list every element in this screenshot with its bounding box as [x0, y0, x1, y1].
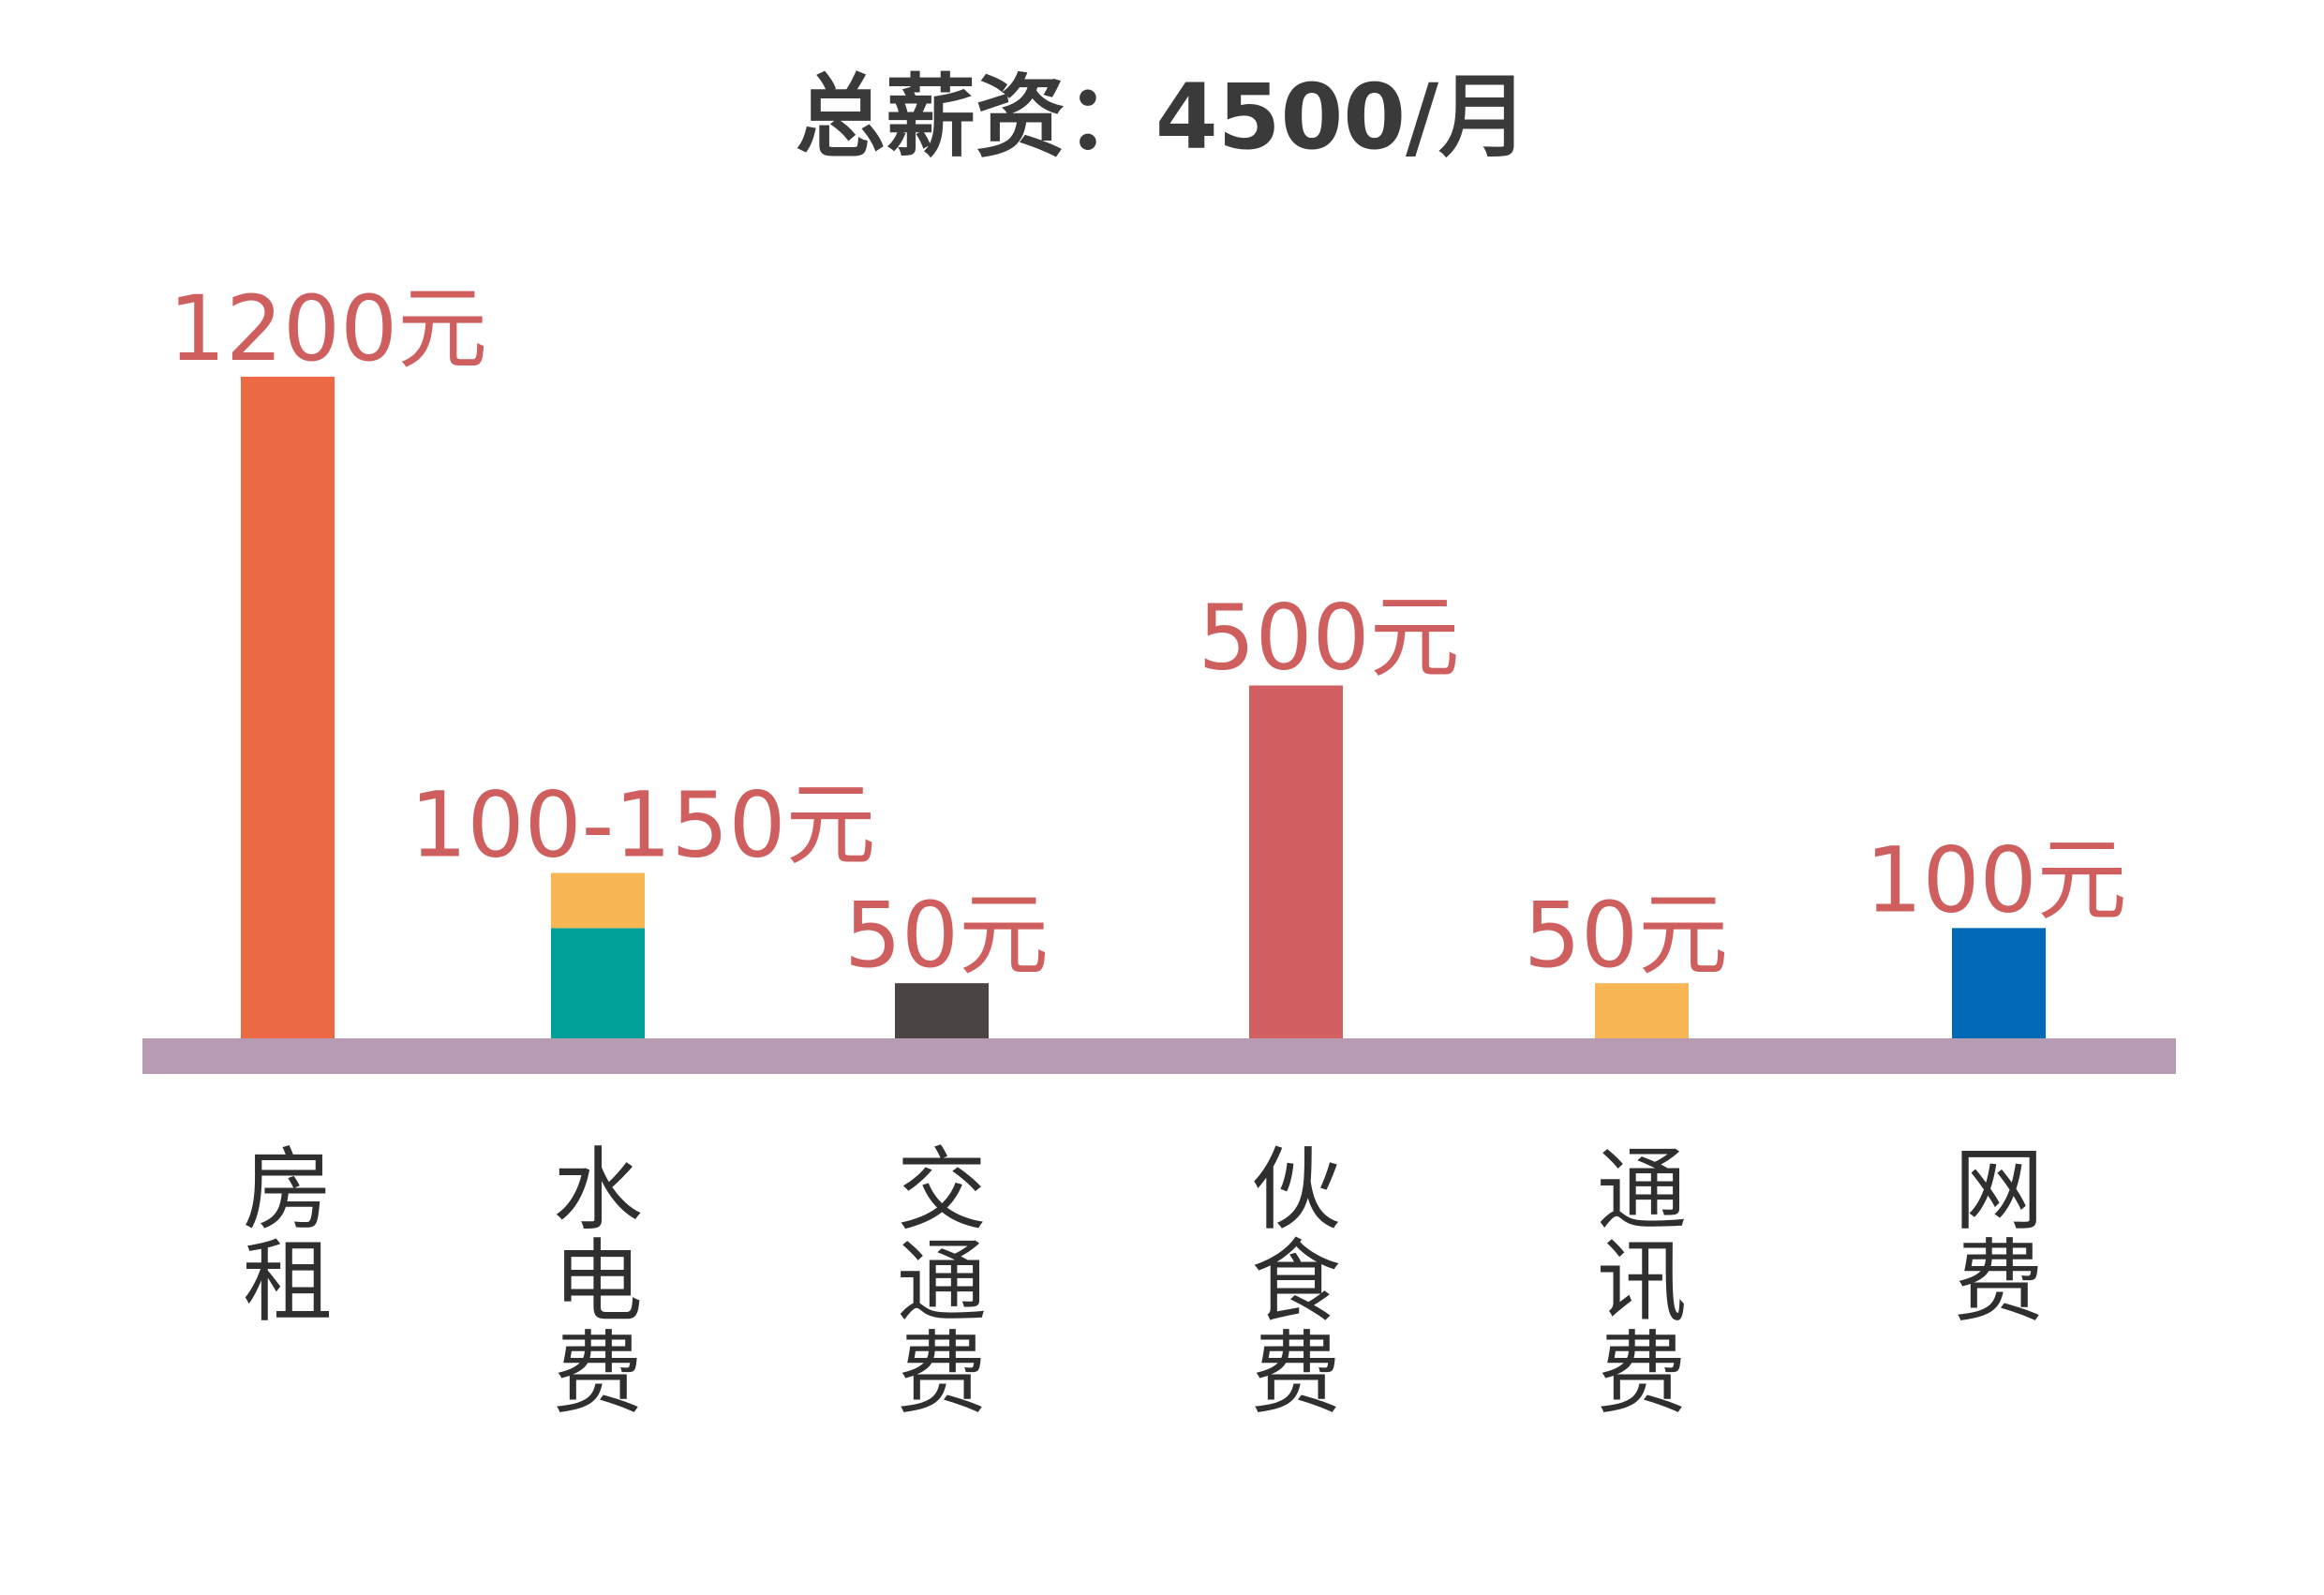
category-label-4-char-2: 食 [1251, 1230, 1341, 1334]
category-label-6-char-1: 网 [1954, 1138, 2044, 1243]
value-label-6: 100元 [1865, 827, 2126, 932]
category-label-4-char-3: 费 [1251, 1321, 1341, 1426]
bar-6-segment-1 [1952, 928, 2046, 1038]
category-label-3-char-2: 通 [897, 1230, 987, 1334]
category-label-4: 伙食费 [1251, 1138, 1341, 1426]
category-label-2-char-3: 费 [553, 1321, 643, 1426]
category-label-1-char-1: 房 [243, 1138, 333, 1243]
bar-2-segment-1 [551, 928, 645, 1038]
category-label-3-char-3: 费 [897, 1321, 987, 1426]
category-label-2: 水电费 [553, 1138, 643, 1426]
bar-4-segment-1 [1249, 685, 1343, 1038]
category-label-5-char-2: 讯 [1597, 1230, 1687, 1334]
category-label-2-char-2: 电 [553, 1230, 643, 1334]
category-label-6-char-2: 费 [1954, 1230, 2044, 1334]
category-label-6: 网费 [1954, 1138, 2044, 1334]
category-label-3: 交通费 [897, 1138, 987, 1426]
value-label-5: 50元 [1524, 883, 1728, 988]
baseline-axis [142, 1038, 2176, 1074]
value-label-4: 500元 [1198, 585, 1459, 690]
category-label-5-char-1: 通 [1597, 1138, 1687, 1243]
category-label-3-char-1: 交 [897, 1138, 987, 1243]
chart-title: 总薪资：4500/月 [796, 65, 1528, 170]
bar-1-segment-1 [241, 377, 335, 1038]
bar-2-segment-2 [551, 872, 645, 929]
bars-group [241, 377, 2046, 1038]
bar-3-segment-1 [895, 983, 989, 1038]
category-label-5: 通讯费 [1597, 1138, 1687, 1426]
value-label-2: 100-150元 [410, 773, 875, 878]
category-label-4-char-1: 伙 [1251, 1138, 1341, 1243]
value-label-1: 1200元 [169, 276, 487, 381]
value-label-3: 50元 [844, 883, 1049, 988]
category-label-2-char-1: 水 [553, 1138, 643, 1243]
category-label-5-char-3: 费 [1597, 1321, 1687, 1426]
category-label-1-char-2: 租 [243, 1230, 333, 1334]
category-label-1: 房租 [243, 1138, 333, 1334]
bar-5-segment-1 [1595, 983, 1689, 1038]
